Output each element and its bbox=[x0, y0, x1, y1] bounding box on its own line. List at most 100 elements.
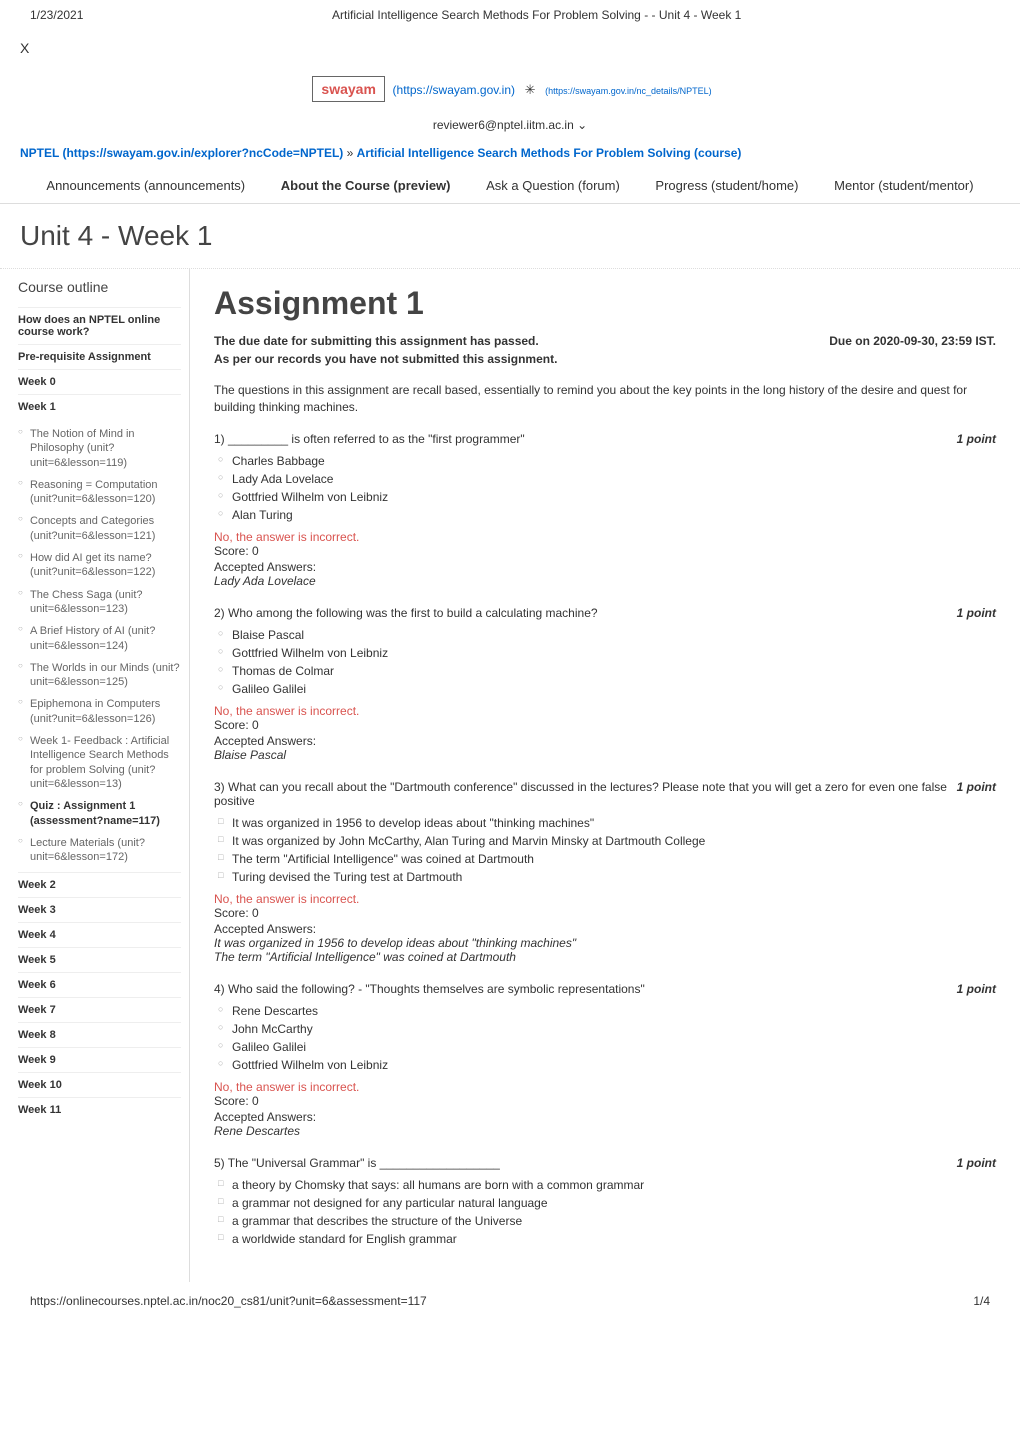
sidebar: Course outline How does an NPTEL online … bbox=[10, 269, 190, 1282]
question-text: 5) The "Universal Grammar" is __________… bbox=[214, 1156, 949, 1170]
option[interactable]: The term "Artificial Intelligence" was c… bbox=[232, 850, 996, 868]
breadcrumb-course[interactable]: Artificial Intelligence Search Methods F… bbox=[357, 146, 742, 160]
tab-mentor[interactable]: Mentor (student/mentor) bbox=[834, 178, 973, 193]
swayam-link[interactable]: (https://swayam.gov.in) bbox=[393, 83, 515, 97]
option[interactable]: a worldwide standard for English grammar bbox=[232, 1230, 996, 1248]
sidebar-item[interactable]: The Notion of Mind in Philosophy (unit?u… bbox=[18, 423, 181, 474]
content: Assignment 1 The due date for submitting… bbox=[190, 269, 1020, 1282]
option[interactable]: a grammar not designed for any particula… bbox=[232, 1194, 996, 1212]
option[interactable]: John McCarthy bbox=[232, 1020, 996, 1038]
option[interactable]: Gottfried Wilhelm von Leibniz bbox=[232, 644, 996, 662]
question-points: 1 point bbox=[949, 780, 996, 808]
option[interactable]: Galileo Galilei bbox=[232, 680, 996, 698]
incorrect-msg: No, the answer is incorrect. bbox=[214, 892, 996, 906]
accepted-answer: The term "Artificial Intelligence" was c… bbox=[214, 950, 996, 964]
not-submitted: As per our records you have not submitte… bbox=[214, 352, 996, 366]
sidebar-section[interactable]: Week 2 bbox=[18, 872, 181, 897]
nptel-logo-link[interactable]: (https://swayam.gov.in/nc_details/NPTEL) bbox=[545, 86, 711, 96]
sidebar-item[interactable]: Concepts and Categories (unit?unit=6&les… bbox=[18, 510, 181, 547]
sidebar-title: Course outline bbox=[18, 279, 181, 295]
sidebar-item[interactable]: Week 1- Feedback : Artificial Intelligen… bbox=[18, 730, 181, 795]
sidebar-item[interactable]: How did AI get its name? (unit?unit=6&le… bbox=[18, 547, 181, 584]
option[interactable]: Gottfried Wilhelm von Leibniz bbox=[232, 1056, 996, 1074]
option[interactable]: It was organized by John McCarthy, Alan … bbox=[232, 832, 996, 850]
tab-announcements[interactable]: Announcements (announcements) bbox=[46, 178, 245, 193]
question-text: 3) What can you recall about the "Dartmo… bbox=[214, 780, 949, 808]
sidebar-section[interactable]: Week 3 bbox=[18, 897, 181, 922]
accepted-answer: Rene Descartes bbox=[214, 1124, 996, 1138]
page-title: Artificial Intelligence Search Methods F… bbox=[332, 8, 741, 22]
logo-row: swayam (https://swayam.gov.in) ✳ (https:… bbox=[0, 66, 1020, 112]
close-x[interactable]: X bbox=[0, 30, 1020, 66]
accepted-answer: Blaise Pascal bbox=[214, 748, 996, 762]
sidebar-section[interactable]: Week 4 bbox=[18, 922, 181, 947]
incorrect-msg: No, the answer is incorrect. bbox=[214, 704, 996, 718]
accepted-label: Accepted Answers: bbox=[214, 922, 996, 936]
sidebar-item[interactable]: The Chess Saga (unit?unit=6&lesson=123) bbox=[18, 584, 181, 621]
sidebar-section[interactable]: Week 0 bbox=[18, 369, 181, 394]
option[interactable]: Blaise Pascal bbox=[232, 626, 996, 644]
breadcrumb: NPTEL (https://swayam.gov.in/explorer?nc… bbox=[0, 138, 1020, 168]
incorrect-msg: No, the answer is incorrect. bbox=[214, 530, 996, 544]
question: 5) The "Universal Grammar" is __________… bbox=[214, 1156, 996, 1248]
sidebar-section[interactable]: Week 6 bbox=[18, 972, 181, 997]
sidebar-item[interactable]: Lecture Materials (unit?unit=6&lesson=17… bbox=[18, 832, 181, 869]
option[interactable]: Thomas de Colmar bbox=[232, 662, 996, 680]
question-points: 1 point bbox=[949, 432, 996, 446]
accepted-label: Accepted Answers: bbox=[214, 1110, 996, 1124]
option[interactable]: Galileo Galilei bbox=[232, 1038, 996, 1056]
nptel-logo-icon[interactable]: ✳ bbox=[525, 82, 536, 97]
reviewer-email[interactable]: reviewer6@nptel.iitm.ac.in ⌄ bbox=[0, 112, 1020, 138]
due-row: The due date for submitting this assignm… bbox=[214, 334, 996, 348]
score: Score: 0 bbox=[214, 906, 996, 920]
option[interactable]: Turing devised the Turing test at Dartmo… bbox=[232, 868, 996, 886]
score: Score: 0 bbox=[214, 718, 996, 732]
tab-progress[interactable]: Progress (student/home) bbox=[655, 178, 798, 193]
option[interactable]: Alan Turing bbox=[232, 506, 996, 524]
breadcrumb-nptel[interactable]: NPTEL (https://swayam.gov.in/explorer?nc… bbox=[20, 146, 343, 160]
tab-about[interactable]: About the Course (preview) bbox=[281, 178, 451, 193]
sidebar-item[interactable]: Quiz : Assignment 1 (assessment?name=117… bbox=[18, 795, 181, 832]
question-text: 4) Who said the following? - "Thoughts t… bbox=[214, 982, 949, 996]
question-points: 1 point bbox=[949, 606, 996, 620]
question-points: 1 point bbox=[949, 1156, 996, 1170]
sidebar-item[interactable]: Reasoning = Computation (unit?unit=6&les… bbox=[18, 474, 181, 511]
option[interactable]: a theory by Chomsky that says: all human… bbox=[232, 1176, 996, 1194]
sidebar-section[interactable]: Week 11 bbox=[18, 1097, 181, 1122]
sidebar-item[interactable]: The Worlds in our Minds (unit?unit=6&les… bbox=[18, 657, 181, 694]
question: 3) What can you recall about the "Dartmo… bbox=[214, 780, 996, 964]
score: Score: 0 bbox=[214, 1094, 996, 1108]
footer-url: https://onlinecourses.nptel.ac.in/noc20_… bbox=[30, 1294, 427, 1308]
tab-ask[interactable]: Ask a Question (forum) bbox=[486, 178, 620, 193]
date: 1/23/2021 bbox=[30, 8, 83, 22]
option[interactable]: a grammar that describes the structure o… bbox=[232, 1212, 996, 1230]
option[interactable]: Lady Ada Lovelace bbox=[232, 470, 996, 488]
sidebar-section[interactable]: How does an NPTEL online course work? bbox=[18, 307, 181, 344]
option[interactable]: Charles Babbage bbox=[232, 452, 996, 470]
accepted-answer: Lady Ada Lovelace bbox=[214, 574, 996, 588]
sidebar-section[interactable]: Pre-requisite Assignment bbox=[18, 344, 181, 369]
sidebar-item[interactable]: A Brief History of AI (unit?unit=6&lesso… bbox=[18, 620, 181, 657]
question-text: 2) Who among the following was the first… bbox=[214, 606, 949, 620]
question-text: 1) _________ is often referred to as the… bbox=[214, 432, 949, 446]
sidebar-section[interactable]: Week 10 bbox=[18, 1072, 181, 1097]
sidebar-section[interactable]: Week 5 bbox=[18, 947, 181, 972]
accepted-answer: It was organized in 1956 to develop idea… bbox=[214, 936, 996, 950]
swayam-logo[interactable]: swayam bbox=[312, 76, 384, 102]
option[interactable]: Gottfried Wilhelm von Leibniz bbox=[232, 488, 996, 506]
unit-title: Unit 4 - Week 1 bbox=[0, 204, 1020, 269]
header-meta: 1/23/2021 Artificial Intelligence Search… bbox=[0, 0, 1020, 30]
tabs: Announcements (announcements) About the … bbox=[0, 168, 1020, 204]
accepted-label: Accepted Answers: bbox=[214, 734, 996, 748]
question-points: 1 point bbox=[949, 982, 996, 996]
sidebar-section[interactable]: Week 8 bbox=[18, 1022, 181, 1047]
assignment-title: Assignment 1 bbox=[214, 285, 996, 322]
sidebar-section[interactable]: Week 9 bbox=[18, 1047, 181, 1072]
option[interactable]: Rene Descartes bbox=[232, 1002, 996, 1020]
footer: https://onlinecourses.nptel.ac.in/noc20_… bbox=[0, 1282, 1020, 1320]
option[interactable]: It was organized in 1956 to develop idea… bbox=[232, 814, 996, 832]
sidebar-section[interactable]: Week 7 bbox=[18, 997, 181, 1022]
sidebar-item[interactable]: Epiphemona in Computers (unit?unit=6&les… bbox=[18, 693, 181, 730]
sidebar-section[interactable]: Week 1 bbox=[18, 394, 181, 419]
intro: The questions in this assignment are rec… bbox=[214, 382, 996, 416]
